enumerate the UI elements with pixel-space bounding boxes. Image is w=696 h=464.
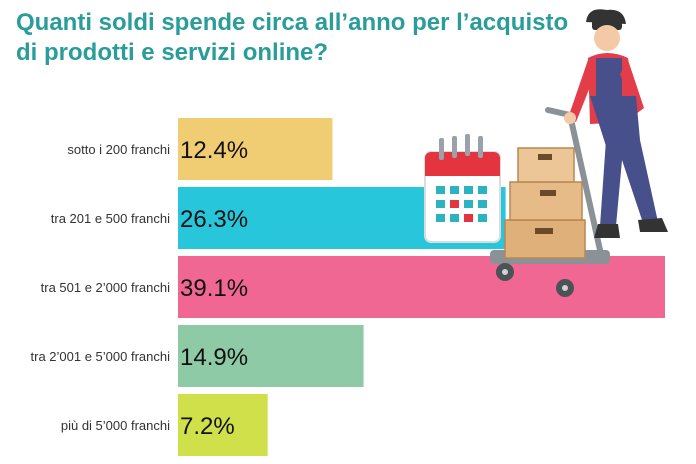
- bar-4: [178, 325, 364, 387]
- value-label-1: 12.4%: [180, 137, 248, 164]
- bar-3: [178, 256, 665, 318]
- value-label-5: 7.2%: [180, 413, 235, 440]
- category-label-5: più di 5’000 franchi: [61, 418, 170, 433]
- category-label-3: tra 501 e 2’000 franchi: [41, 280, 170, 295]
- category-label-1: sotto i 200 franchi: [67, 142, 170, 157]
- chart-title: Quanti soldi spende circa all’anno per l…: [16, 8, 616, 68]
- value-label-2: 26.3%: [180, 206, 248, 233]
- bar-5: [178, 394, 268, 456]
- chart-title-line-1: Quanti soldi spende circa all’anno per l…: [16, 9, 569, 36]
- value-label-4: 14.9%: [180, 344, 248, 371]
- chart-title-line-2: di prodotti e servizi online?: [16, 39, 329, 66]
- category-label-4: tra 2’001 e 5’000 franchi: [31, 349, 171, 364]
- value-label-3: 39.1%: [180, 275, 248, 302]
- bar-1: [178, 118, 333, 180]
- category-label-2: tra 201 e 500 franchi: [51, 211, 170, 226]
